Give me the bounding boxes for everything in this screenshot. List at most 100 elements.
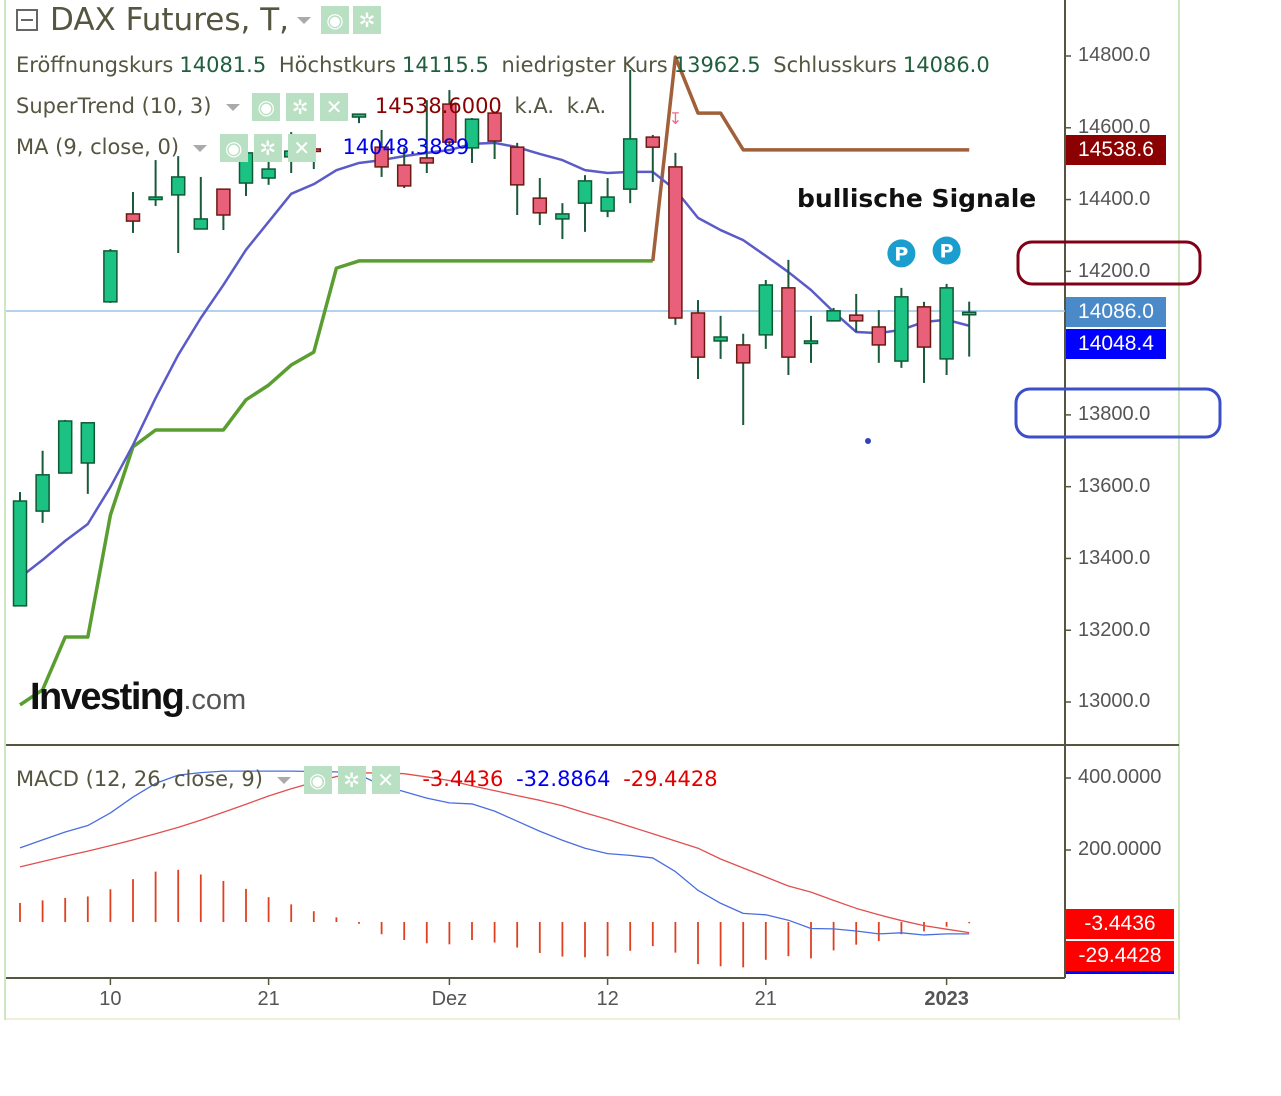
candle — [622, 69, 638, 204]
candle — [374, 129, 389, 177]
investing-logo: Investing.com — [30, 676, 246, 719]
chevron-down-icon[interactable] — [225, 103, 240, 111]
gear-icon[interactable]: ✲ — [337, 766, 366, 794]
candle-body-down — [645, 136, 661, 148]
close-icon[interactable]: ✕ — [371, 766, 400, 794]
candle — [894, 287, 909, 368]
signal-marker: P — [887, 239, 916, 268]
macd-signal-label: -29.4428 — [1066, 941, 1174, 974]
candle — [781, 259, 796, 376]
candle-body-down — [848, 314, 864, 322]
support-highlight — [1014, 387, 1222, 439]
candle — [148, 160, 163, 207]
date-label: 10 — [99, 988, 122, 1010]
candle — [464, 118, 480, 163]
candle — [600, 178, 615, 218]
gear-icon[interactable]: ✲ — [253, 134, 282, 162]
candle — [668, 152, 683, 325]
candle-body-up — [803, 340, 819, 345]
macd-signal-value: -29.4428 — [623, 767, 718, 791]
candle — [35, 450, 50, 523]
gear-icon[interactable]: ✲ — [353, 6, 381, 34]
candle-body-up — [193, 218, 209, 230]
ma-legend: MA (9, close, 0) ◉ ✲ ✕ 14048.3889 — [16, 134, 475, 162]
eye-icon[interactable]: ◉ — [219, 134, 248, 162]
open-label: Eröffnungskurs — [16, 53, 174, 77]
candle-body-down — [396, 164, 412, 187]
price-tick: 13600.0 — [1078, 475, 1151, 497]
candle — [939, 283, 954, 376]
candle — [125, 192, 141, 233]
date-label: 12 — [596, 988, 619, 1010]
candle-body-up — [80, 422, 96, 464]
eye-icon[interactable]: ◉ — [303, 766, 332, 794]
macd-name[interactable]: MACD (12, 26, close, 9) — [16, 767, 263, 791]
ma-value: 14048.3889 — [342, 135, 470, 159]
candle-body-up — [577, 180, 593, 204]
supertrend-down-line — [651, 55, 970, 262]
supertrend-extra-2: k.A. — [566, 94, 607, 118]
annotation-text: bullische Signale — [797, 184, 1037, 213]
candle-body-down — [442, 103, 457, 143]
date-label: 21 — [754, 988, 777, 1010]
chevron-down-icon[interactable] — [297, 16, 311, 24]
candle-body-up — [826, 310, 841, 322]
candle — [80, 422, 96, 494]
high-label: Höchstkurs — [278, 53, 396, 77]
candle — [261, 161, 276, 185]
price-tick: 13800.0 — [1078, 403, 1151, 425]
candle-body-up — [261, 168, 276, 179]
eye-icon[interactable]: ◉ — [252, 93, 281, 121]
price-tick: 13400.0 — [1078, 547, 1151, 569]
logo-main: Investing — [30, 676, 185, 718]
candle-body-up — [464, 118, 480, 149]
candle — [713, 315, 728, 359]
supertrend-name[interactable]: SuperTrend (10, 3) — [16, 94, 212, 118]
close-icon[interactable]: ✕ — [287, 134, 316, 162]
candle — [555, 203, 570, 240]
ma-price-label: 14048.4 — [1066, 329, 1166, 359]
open-value: 14081.5 — [179, 53, 267, 77]
candle — [803, 315, 819, 363]
candle — [758, 279, 774, 349]
candle — [351, 113, 367, 124]
price-tick: 14600.0 — [1078, 116, 1151, 138]
chart-title-bar: DAX Futures, T, ◉ ✲ — [16, 2, 385, 38]
close-icon[interactable]: ✕ — [320, 93, 349, 121]
candle-body-up — [713, 336, 728, 342]
ma-name[interactable]: MA (9, close, 0) — [16, 135, 180, 159]
macd-panel — [19, 770, 971, 968]
candle-body-up — [939, 287, 954, 360]
candle-body-down — [509, 146, 525, 186]
close-price-label: 14086.0 — [1066, 297, 1166, 327]
collapse-icon[interactable] — [16, 9, 38, 31]
date-label: 2023 — [924, 988, 969, 1010]
low-label: niedrigster Kurs — [501, 53, 668, 77]
macd-value: -32.8864 — [516, 767, 611, 791]
candle-body-up — [103, 250, 118, 303]
chevron-down-icon[interactable] — [276, 776, 291, 784]
gear-icon[interactable]: ✲ — [286, 93, 315, 121]
candle — [532, 178, 548, 226]
close-value: 14086.0 — [902, 53, 990, 77]
price-tick: 14800.0 — [1078, 44, 1151, 66]
candle — [170, 156, 186, 254]
dot-marker — [865, 438, 871, 444]
candle — [12, 492, 28, 607]
macd-signal-line — [19, 772, 970, 934]
chevron-down-icon[interactable] — [193, 144, 208, 152]
candle-body-up — [351, 113, 367, 118]
macd-hist-label: -3.4436 — [1066, 909, 1174, 939]
candle — [961, 301, 977, 357]
candle-body-down — [216, 188, 231, 216]
price-panel: P P ↧ — [12, 55, 977, 707]
date-label: 21 — [257, 988, 280, 1010]
eye-icon[interactable]: ◉ — [321, 6, 349, 34]
candle — [396, 147, 412, 189]
candle — [442, 90, 457, 146]
candle-body-up — [894, 296, 909, 362]
candle-body-down — [125, 213, 141, 222]
candle — [103, 249, 118, 303]
macd-tick: 200.0000 — [1078, 838, 1162, 860]
